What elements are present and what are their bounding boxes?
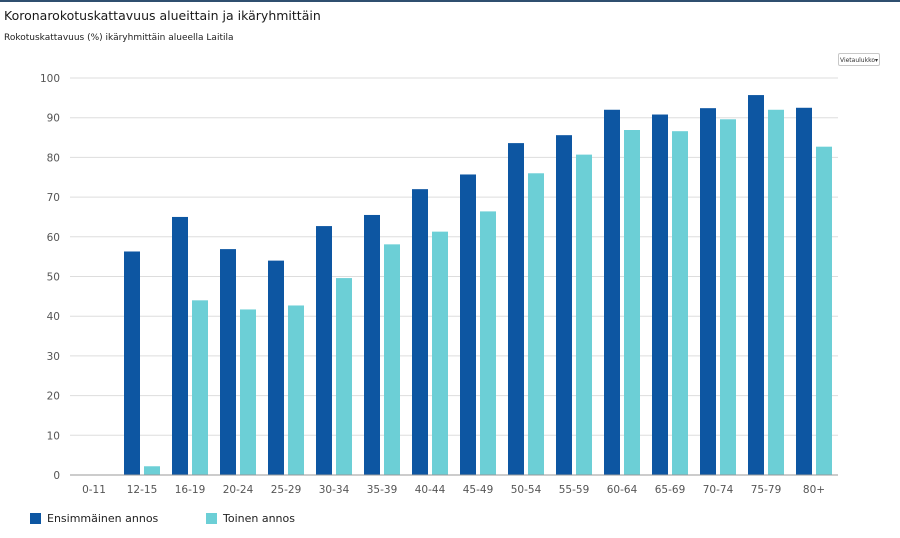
bar-second-dose xyxy=(624,130,640,475)
x-tick-label: 75-79 xyxy=(751,484,782,496)
bar-first-dose xyxy=(508,143,524,475)
bar-second-dose xyxy=(192,300,208,475)
y-tick-label: 100 xyxy=(40,73,60,85)
x-tick-label: 65-69 xyxy=(655,484,686,496)
x-tick-label: 16-19 xyxy=(175,484,206,496)
export-button[interactable]: Vietaulukko▾ xyxy=(838,53,880,66)
bar-first-dose xyxy=(412,189,428,475)
x-tick-label: 25-29 xyxy=(271,484,302,496)
top-border xyxy=(0,0,900,2)
bar-second-dose xyxy=(384,244,400,475)
y-tick-label: 20 xyxy=(47,391,60,403)
bar-first-dose xyxy=(748,95,764,476)
bar-second-dose xyxy=(336,278,352,475)
x-tick-label: 0-11 xyxy=(82,484,106,496)
legend-label-first-dose: Ensimmäinen annos xyxy=(47,512,159,525)
y-tick-label: 80 xyxy=(47,152,60,164)
bar-second-dose xyxy=(144,466,160,475)
x-tick-label: 30-34 xyxy=(319,484,350,496)
x-tick-label: 40-44 xyxy=(415,484,446,496)
bar-second-dose xyxy=(768,109,784,475)
bar-second-dose xyxy=(720,119,736,476)
bar-second-dose xyxy=(672,131,688,475)
y-tick-label: 70 xyxy=(47,192,60,204)
bar-second-dose xyxy=(576,154,592,475)
bar-first-dose xyxy=(172,216,188,475)
x-tick-label: 55-59 xyxy=(559,484,590,496)
y-tick-label: 60 xyxy=(47,232,60,244)
bar-first-dose xyxy=(796,107,812,476)
bar-first-dose xyxy=(652,114,668,476)
bar-second-dose xyxy=(288,305,304,475)
bar-second-dose xyxy=(816,146,832,475)
bar-first-dose xyxy=(268,260,284,475)
bar-first-dose xyxy=(220,249,236,475)
chart-title: Rokotuskattavuus (%) ikäryhmittäin aluee… xyxy=(4,33,234,43)
bar-first-dose xyxy=(460,174,476,475)
x-tick-label: 20-24 xyxy=(223,484,254,496)
bar-first-dose xyxy=(700,108,716,475)
legend-swatch-first-dose xyxy=(30,513,41,524)
y-tick-label: 30 xyxy=(47,351,60,363)
bar-second-dose xyxy=(240,309,256,475)
bar-first-dose xyxy=(556,135,572,475)
x-tick-label: 70-74 xyxy=(703,484,734,496)
x-tick-label: 50-54 xyxy=(511,484,542,496)
y-tick-label: 10 xyxy=(47,430,60,442)
bar-chart: 0 10 20 30 40 50 60 70 80 90 100 0-11 12-15 16-19 20-2… xyxy=(40,73,838,496)
bar-first-dose xyxy=(604,109,620,475)
legend-label-second-dose: Toinen annos xyxy=(223,512,295,525)
x-tick-label: 60-64 xyxy=(607,484,638,496)
x-tick-label: 45-49 xyxy=(463,484,494,496)
x-tick-label: 12-15 xyxy=(127,484,158,496)
legend-swatch-second-dose xyxy=(206,513,217,524)
y-tick-label: 50 xyxy=(47,272,60,284)
bar-second-dose xyxy=(480,211,496,475)
bar-second-dose xyxy=(528,173,544,475)
bar-second-dose xyxy=(432,231,448,475)
y-tick-label: 40 xyxy=(47,311,60,323)
x-tick-label: 80+ xyxy=(803,484,825,496)
legend-item-first-dose[interactable]: Ensimmäinen annos xyxy=(30,512,158,525)
y-tick-label: 0 xyxy=(53,470,60,482)
y-tick-label: 90 xyxy=(47,113,60,125)
page-title: Koronarokotuskattavuus alueittain ja ikä… xyxy=(4,8,321,23)
legend-item-second-dose[interactable]: Toinen annos xyxy=(206,512,295,525)
bar-first-dose xyxy=(124,251,140,475)
bar-first-dose xyxy=(316,226,332,475)
x-tick-label: 35-39 xyxy=(367,484,398,496)
bar-first-dose xyxy=(364,214,380,475)
